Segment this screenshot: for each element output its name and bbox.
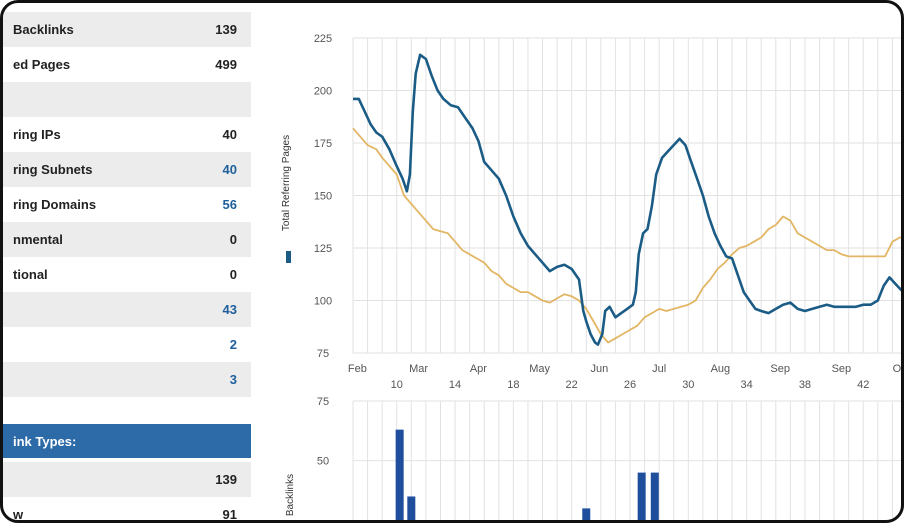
line-chart-month-label: Oct (893, 363, 904, 375)
stats-row-value: 2 (229, 337, 237, 352)
bar-chart-ytick-label: 50 (317, 456, 329, 468)
link-type-row: 139 (3, 462, 251, 497)
bar-chart-bar (407, 496, 416, 520)
line-chart-month-label: Feb (348, 363, 367, 375)
stats-row: 3 (3, 362, 251, 397)
line-chart-legend-swatch (286, 251, 291, 263)
stats-row-label: ring Subnets (13, 162, 93, 177)
charts-svg: 75 100 125 150 175 200 225 Feb Mar Apr May Jun Jul Au… (281, 33, 904, 520)
stats-row-label: Backlinks (13, 22, 74, 37)
bar-chart-bar (650, 472, 659, 520)
stats-row-label: ring Domains (13, 197, 97, 212)
stats-row-value: 40 (222, 127, 237, 142)
line-chart-week-label: 34 (741, 379, 753, 391)
stats-row: nmental 0 (3, 222, 251, 257)
stats-row-value: 3 (229, 372, 237, 387)
line-chart-ytick-label: 150 (314, 191, 332, 203)
link-type-row: w 91 (3, 497, 251, 522)
line-chart-week-label: 42 (857, 379, 869, 391)
stats-row-value: 499 (215, 57, 237, 72)
line-chart-ytick-label: 200 (314, 86, 332, 98)
bar-chart-bar (637, 472, 646, 520)
line-series-blue (353, 53, 901, 346)
line-chart-week-label: 30 (682, 379, 694, 391)
stats-panel: ink Types: Backlinks 139 ed Pages 499 ring I… (3, 3, 251, 522)
line-chart-week-label: 18 (507, 379, 519, 391)
line-chart-month-label: Aug (711, 363, 731, 375)
stats-row: tional 0 (3, 257, 251, 292)
stats-row-label: tional (13, 267, 48, 282)
stats-row: 43 (3, 292, 251, 327)
line-chart-ytick-label: 75 (317, 348, 329, 360)
stats-row: 2 (3, 327, 251, 362)
stats-row-value: 56 (222, 197, 237, 212)
line-chart-month-label: Sep (832, 363, 852, 375)
line-chart-month-label: Jul (652, 363, 666, 375)
bar-chart-ylabel: Backlinks (285, 474, 296, 516)
stats-row-value: 0 (229, 232, 237, 247)
stats-row-value: 43 (222, 302, 237, 317)
line-chart-ytick-label: 175 (314, 138, 332, 150)
line-chart-ytick-label: 100 (314, 296, 332, 308)
line-chart-week-label: 22 (566, 379, 578, 391)
line-chart-ylabel: Total Referring Pages (281, 135, 292, 231)
line-chart-month-label: May (529, 363, 550, 375)
stats-row-label: nmental (13, 232, 63, 247)
line-chart-month-label: Mar (409, 363, 428, 375)
line-chart-month-label: Jun (591, 363, 609, 375)
section-title: ink Types: (13, 434, 77, 449)
line-chart-month-label: Apr (470, 363, 487, 375)
link-type-label: w (13, 507, 24, 522)
stats-row (3, 82, 251, 117)
stats-row: Backlinks 139 (3, 12, 251, 47)
stats-row-label: ring IPs (13, 127, 61, 142)
line-chart-week-label: 38 (799, 379, 811, 391)
stats-row-label: ed Pages (13, 57, 71, 72)
line-chart-week-label: 10 (391, 379, 403, 391)
link-type-value: 139 (215, 472, 237, 487)
stats-row-value: 139 (215, 22, 237, 37)
line-chart-ytick-label: 225 (314, 33, 332, 45)
bar-chart-bar (582, 508, 591, 520)
bar-chart-ytick-label: 75 (317, 396, 329, 408)
line-series-gold (352, 127, 901, 344)
stats-row: ring IPs 40 (3, 117, 251, 152)
link-type-value: 91 (222, 507, 237, 522)
stats-row: ed Pages 499 (3, 47, 251, 82)
stats-row: ring Domains 56 (3, 187, 251, 222)
stats-row: ring Subnets 40 (3, 152, 251, 187)
section-header: ink Types: (3, 424, 251, 458)
bar-chart-bar (395, 429, 404, 520)
stats-row-value: 40 (222, 162, 237, 177)
line-chart-month-label: Sep (770, 363, 790, 375)
line-chart-week-label: 26 (624, 379, 636, 391)
stats-row-value: 0 (229, 267, 237, 282)
line-chart-week-label: 14 (449, 379, 461, 391)
line-chart-ytick-label: 125 (314, 243, 332, 255)
